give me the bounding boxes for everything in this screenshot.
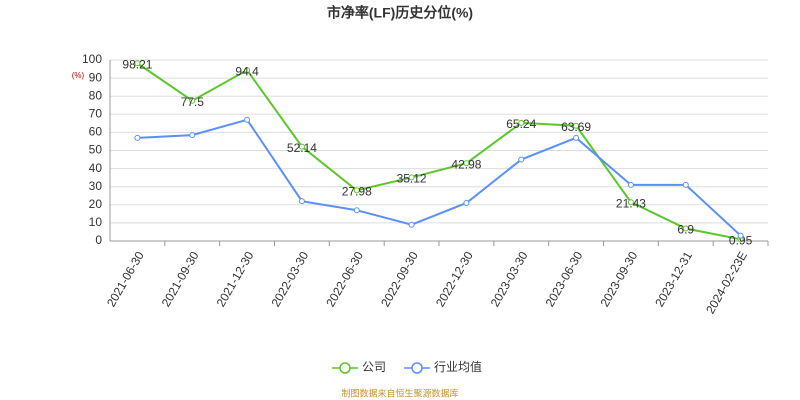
point <box>189 132 196 139</box>
point <box>189 97 196 104</box>
y-tick-label: 30 <box>89 179 103 193</box>
x-tick-label: 2022-03-30 <box>268 249 311 309</box>
data-label: 0.95 <box>729 233 753 247</box>
series-line <box>137 118 742 237</box>
point <box>627 199 634 206</box>
series-line <box>136 62 741 241</box>
point <box>463 160 470 167</box>
legend-label: 行业均值 <box>434 359 482 374</box>
data-label: 65.24 <box>506 117 536 131</box>
point <box>737 232 744 239</box>
point <box>627 181 634 188</box>
data-label: 27.98 <box>342 185 372 199</box>
data-label: 52.14 <box>287 141 317 155</box>
point <box>518 119 525 126</box>
point <box>298 143 305 150</box>
y-tick-label: 10 <box>89 215 103 229</box>
y-tick-label: 20 <box>89 197 103 211</box>
y-tick-label: 90 <box>89 70 103 84</box>
y-tick-label: 40 <box>89 161 103 175</box>
data-label: 94.4 <box>235 64 259 78</box>
point <box>134 134 141 141</box>
point <box>353 207 360 214</box>
point <box>573 122 580 129</box>
x-tick-label: 2021-12-30 <box>214 249 257 309</box>
x-tick-label: 2022-09-30 <box>378 249 421 309</box>
point <box>408 174 415 181</box>
point <box>244 67 251 74</box>
y-tick-label: 60 <box>89 125 103 139</box>
legend-marker <box>339 362 351 374</box>
point <box>298 198 305 205</box>
y-unit: (%) <box>72 71 85 80</box>
point <box>353 187 360 194</box>
legend-marker <box>411 362 423 374</box>
x-tick-label: 2023-12-31 <box>652 249 695 309</box>
x-tick-label: 2021-09-30 <box>159 249 202 309</box>
x-tick-label: 2023-09-30 <box>597 249 640 309</box>
x-tick-label: 2024-02-23E <box>703 249 750 316</box>
data-label: 42.98 <box>451 157 481 171</box>
point <box>408 221 415 228</box>
footnote: 制图数据来自恒生聚源数据库 <box>341 387 458 398</box>
x-tick-label: 2022-06-30 <box>323 249 366 309</box>
legend-label: 公司 <box>362 360 386 374</box>
point <box>244 116 251 123</box>
data-label: 6.9 <box>677 223 694 237</box>
point <box>463 199 470 206</box>
point <box>134 60 141 67</box>
data-label: 63.69 <box>561 120 591 134</box>
point <box>682 225 689 232</box>
chart-title: 市净率(LF)历史分位(%) <box>327 5 473 21</box>
data-label: 98.21 <box>122 57 152 71</box>
y-tick-label: 50 <box>89 143 103 157</box>
x-tick-label: 2022-12-30 <box>433 249 476 309</box>
data-label: 35.12 <box>397 172 427 186</box>
x-tick-label: 2021-06-30 <box>104 249 147 309</box>
y-tick-label: 100 <box>82 52 102 66</box>
point <box>682 181 689 188</box>
y-tick-label: 80 <box>89 88 103 102</box>
y-tick-label: 0 <box>95 233 102 247</box>
point <box>518 156 525 163</box>
x-tick-label: 2023-03-30 <box>488 249 531 309</box>
data-label: 21.43 <box>616 196 646 210</box>
y-tick-label: 70 <box>89 106 103 120</box>
x-tick-label: 2023-06-30 <box>543 249 586 309</box>
data-label: 77.5 <box>181 95 205 109</box>
point <box>573 134 580 141</box>
